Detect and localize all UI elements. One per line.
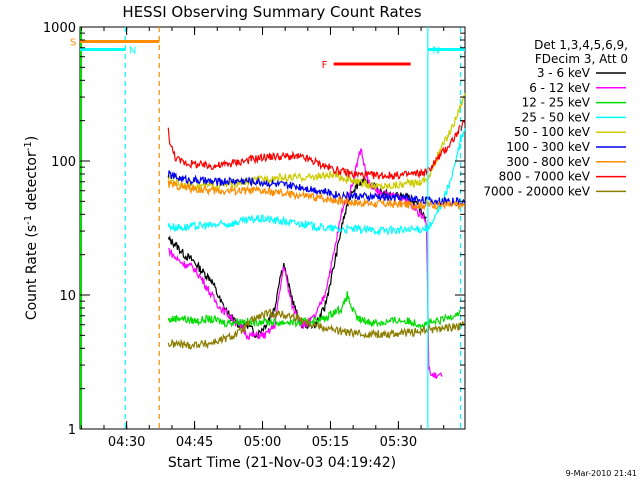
y-tick-label-3: 100 xyxy=(51,155,76,170)
y-label-sup1: -1 xyxy=(23,215,34,225)
chart-title: HESSI Observing Summary Count Rates xyxy=(122,3,421,21)
y-tick-label-1: 1 xyxy=(68,423,76,438)
series-line-5 xyxy=(167,93,466,191)
y-tick-label-4: 1000 xyxy=(43,21,76,36)
y-label-mid: detector xyxy=(24,151,40,215)
x-axis: 04:30 04:45 05:00 05:15 05:30 xyxy=(80,27,445,450)
y-label-main: Count Rate (s xyxy=(24,225,40,320)
flag-label-4: F xyxy=(322,60,328,71)
x-tick-label-1: 04:30 xyxy=(108,435,145,450)
x-axis-label: Start Time (21-Nov-03 04:19:42) xyxy=(168,455,396,471)
legend-label-2: 6 - 12 keV xyxy=(529,81,591,95)
legend-label-5: 50 - 100 keV xyxy=(514,125,591,139)
legend-label-6: 100 - 300 keV xyxy=(506,140,590,154)
series-line-7 xyxy=(167,179,466,212)
x-tick-label-4: 05:15 xyxy=(312,435,349,450)
footer-timestamp: 9-Mar-2010 21:41 xyxy=(566,469,637,478)
series-line-4 xyxy=(167,128,466,237)
series-line-3 xyxy=(167,291,461,330)
series-line-6 xyxy=(167,170,466,207)
series-line-9 xyxy=(167,308,466,350)
y-label-sup2: -1 xyxy=(23,141,34,151)
legend-label-1: 3 - 6 keV xyxy=(537,66,591,80)
plot-area: S N N F 04:30 04:45 05:00 05:15 05:30 1 10 100 100… xyxy=(43,21,466,450)
y-axis-label: Count Rate (s-1 detector-1) xyxy=(23,136,40,320)
x-tick-label-3: 05:00 xyxy=(244,435,281,450)
y-tick-label-2: 10 xyxy=(59,289,76,304)
legend-label-4: 25 - 50 keV xyxy=(522,110,591,124)
legend-header-line2: FDecim 3, Att 0 xyxy=(535,52,628,66)
x-tick-label-5: 05:30 xyxy=(380,435,417,450)
legend-label-7: 300 - 800 keV xyxy=(506,155,590,169)
legend-label-8: 800 - 7000 keV xyxy=(499,170,591,184)
reference-lines xyxy=(80,27,462,429)
flag-label-1: S xyxy=(70,37,76,48)
y-label-end: ) xyxy=(24,136,40,141)
flag-layer: S N N F xyxy=(70,37,465,71)
series-layer xyxy=(167,93,466,379)
legend-header-line1: Det 1,3,4,5,6,9, xyxy=(534,38,628,52)
legend-label-3: 12 - 25 keV xyxy=(522,96,591,110)
legend-label-9: 7000 - 20000 keV xyxy=(483,184,590,198)
legend: Det 1,3,4,5,6,9, FDecim 3, Att 0 3 - 6 k… xyxy=(483,38,628,198)
flag-label-2: N xyxy=(129,45,136,56)
plot-frame xyxy=(79,26,466,430)
series-line-8 xyxy=(167,120,466,181)
y-axis: 1 10 100 1000 xyxy=(43,21,465,438)
flag-label-3: N xyxy=(432,45,439,56)
x-tick-label-2: 04:45 xyxy=(176,435,213,450)
